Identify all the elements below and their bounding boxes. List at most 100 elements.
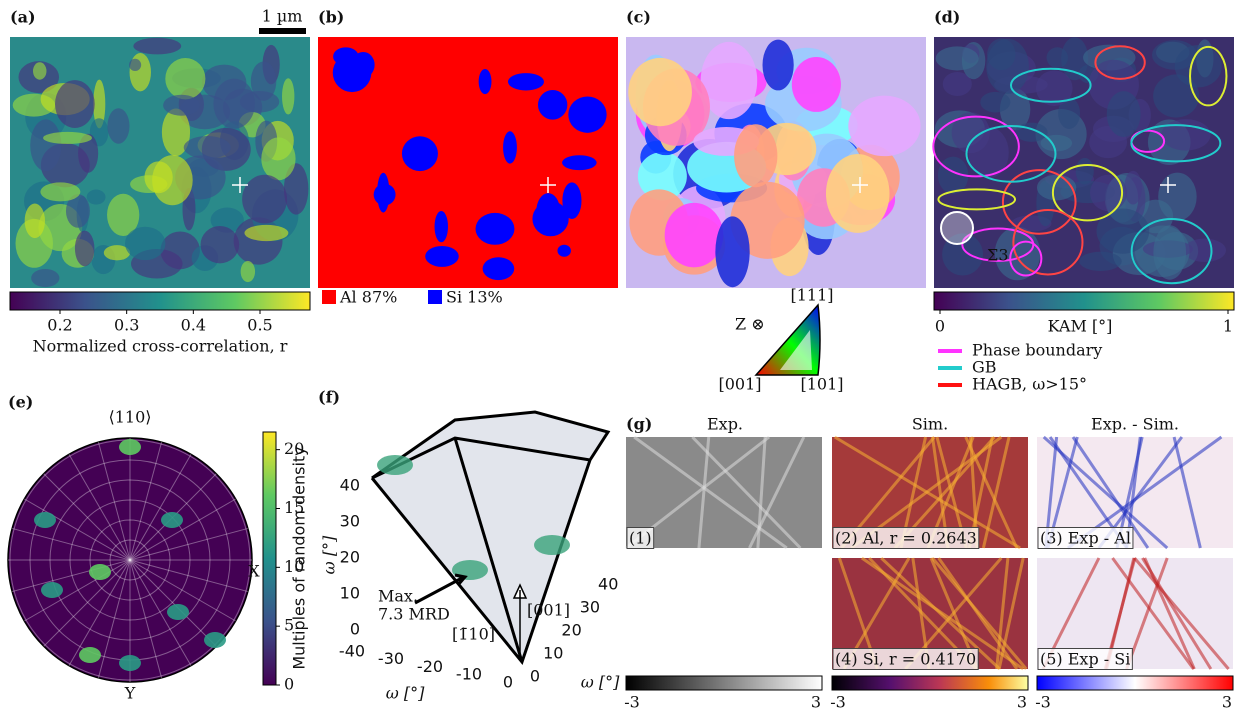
z-tick-label: 10 <box>340 584 360 603</box>
colorbar-tick-label: 0.4 <box>181 316 206 335</box>
colorbar <box>263 432 276 685</box>
grain <box>130 53 151 91</box>
colorbar-tick-label: 3 <box>1017 693 1027 712</box>
grain <box>936 46 979 70</box>
grain <box>508 73 544 90</box>
pf-spot <box>119 655 141 671</box>
x-tick-label: -30 <box>378 649 404 668</box>
grain <box>31 269 59 287</box>
colorbar-tick-label: 0.5 <box>247 316 272 335</box>
grain <box>532 201 568 236</box>
pf-spot <box>167 604 189 620</box>
y-tick-label: 0 <box>530 667 540 686</box>
grain <box>241 261 255 282</box>
colorbar-tick-label: 0 <box>935 317 945 336</box>
legend-label: Al 87% <box>339 288 397 307</box>
annotation: Max. <box>378 587 418 606</box>
panel-label: (b) <box>318 8 344 27</box>
panel-label: (c) <box>626 8 651 27</box>
grain <box>1076 158 1094 185</box>
legend-swatch <box>322 290 336 304</box>
axis-label: ω [°] <box>320 535 339 574</box>
colorbar-tick-label: 0.2 <box>47 316 72 335</box>
x-tick-label: -20 <box>417 657 443 676</box>
grain <box>163 95 200 116</box>
grain <box>986 39 1029 94</box>
grain <box>201 226 240 263</box>
legend-label: Si 13% <box>446 288 503 307</box>
grain <box>129 59 141 71</box>
grain <box>244 225 288 241</box>
grain <box>30 119 61 171</box>
grain <box>479 69 492 94</box>
grain <box>25 204 45 239</box>
grain <box>40 182 80 201</box>
x-tick-label: -10 <box>456 665 482 684</box>
colorbar-tick-label: -3 <box>830 693 846 712</box>
grain <box>476 213 515 245</box>
grain <box>133 38 181 55</box>
grain <box>152 155 193 205</box>
grain <box>628 58 692 126</box>
colorbar-tick-label: 3 <box>1222 693 1232 712</box>
grain <box>562 155 597 170</box>
grain <box>43 132 92 144</box>
colorbar-tick-label: -3 <box>1035 693 1051 712</box>
grain <box>55 80 95 128</box>
grain <box>87 190 106 205</box>
grain <box>826 154 890 233</box>
grain <box>435 211 448 242</box>
grain <box>184 136 231 159</box>
grain <box>107 108 129 143</box>
pattern-label: (5) Exp - Si <box>1040 650 1130 669</box>
pattern-label: (3) Exp - Al <box>1040 529 1131 548</box>
grain <box>377 173 389 213</box>
grain <box>261 137 295 180</box>
pf-spot <box>119 439 141 455</box>
pf-spot <box>79 647 101 663</box>
y-tick-label: 40 <box>598 575 618 594</box>
pattern-label: (4) Si, r = 0.4170 <box>835 650 976 669</box>
scale-bar <box>259 28 306 34</box>
x-tick-label: -40 <box>339 641 365 660</box>
grain <box>792 57 841 112</box>
colorbar-label: KAM [°] <box>1048 317 1113 336</box>
pole-label: ⟨110⟩ <box>108 408 151 427</box>
grain <box>715 216 749 287</box>
grain <box>763 40 794 91</box>
grain <box>282 78 294 114</box>
panel-label: (d) <box>934 8 960 27</box>
pf-spot <box>34 512 56 528</box>
x-tick-label: 0 <box>503 673 513 692</box>
pattern-label: (1) <box>629 529 652 548</box>
grain <box>1124 171 1142 205</box>
pf-spot <box>89 564 111 580</box>
column-title: Exp. - Sim. <box>1091 415 1179 434</box>
colorbar-label: Normalized cross-correlation, r <box>33 337 288 356</box>
y-tick-label: 20 <box>561 621 581 640</box>
grain <box>1153 225 1186 280</box>
grain <box>425 246 459 267</box>
colorbar <box>10 292 310 310</box>
grain <box>1107 91 1141 137</box>
grain <box>568 96 606 132</box>
axis-label: ω [°] <box>386 684 425 703</box>
z-tick-label: 0 <box>350 620 360 639</box>
grain <box>251 62 277 101</box>
column-title: Sim. <box>912 415 948 434</box>
grain <box>503 131 517 163</box>
grain <box>1047 47 1068 68</box>
colorbar-tick-label: -3 <box>624 693 640 712</box>
grain <box>125 227 165 260</box>
panel-label: (f) <box>318 388 340 407</box>
legend-swatch <box>428 290 442 304</box>
grain <box>980 92 1010 113</box>
ipf-direction: Z ⊗ <box>735 315 765 334</box>
grain <box>165 58 205 99</box>
grain <box>538 90 567 120</box>
pf-spot <box>161 512 183 528</box>
axis-label: ω [°] <box>581 673 620 692</box>
grain <box>242 175 287 224</box>
grain <box>202 65 246 101</box>
ipf-corner: [001] <box>718 375 761 394</box>
